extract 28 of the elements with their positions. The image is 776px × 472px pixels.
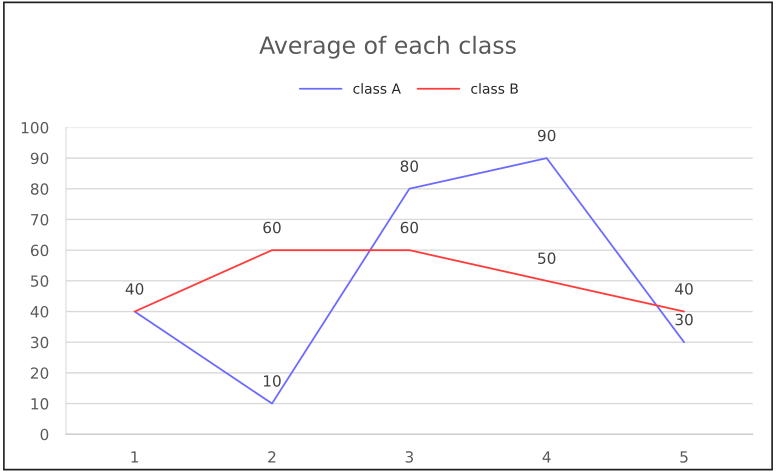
- y-tick-label: 10: [32, 398, 48, 410]
- x-tick-label: 5: [680, 451, 688, 463]
- x-tick-label: 1: [131, 451, 138, 463]
- y-tick-label: 60: [30, 244, 48, 256]
- y-tick-label: 70: [31, 214, 48, 226]
- data-label: 40: [675, 283, 693, 295]
- x-tick-label: 4: [542, 451, 551, 463]
- data-label: 40: [126, 283, 144, 295]
- y-tick-label: 100: [22, 122, 48, 134]
- y-tick-label: 0: [40, 428, 48, 440]
- data-label: 80: [400, 160, 418, 172]
- chart-title: Average of each class: [259, 36, 516, 59]
- data-label: 50: [538, 252, 556, 264]
- y-tick-label: 90: [30, 152, 48, 164]
- x-tick-label: 3: [406, 451, 413, 463]
- data-label: 30: [675, 314, 693, 326]
- legend-label: class A: [353, 83, 401, 94]
- y-tick-label: 40: [30, 306, 48, 318]
- data-label: 60: [263, 222, 281, 234]
- x-tick-label: 2: [268, 451, 276, 463]
- y-tick-label: 50: [31, 275, 48, 287]
- data-label: 60: [400, 222, 418, 234]
- y-tick-label: 80: [30, 183, 48, 195]
- y-tick-label: 20: [30, 367, 48, 379]
- y-tick-label: 30: [31, 336, 48, 348]
- legend-label: class B: [471, 83, 518, 94]
- data-label: 90: [538, 130, 556, 142]
- data-label: 10: [264, 375, 281, 387]
